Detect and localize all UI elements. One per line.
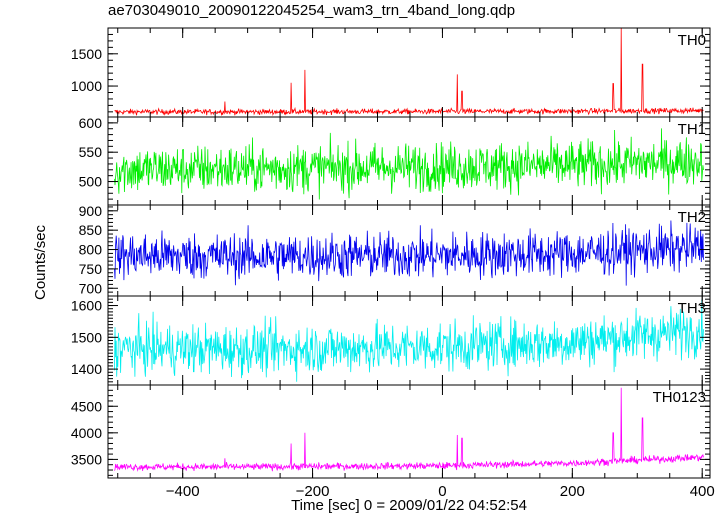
series-line-th0	[114, 28, 704, 117]
y-tick-label: 4000	[71, 425, 102, 441]
y-tick-label: 750	[79, 261, 103, 277]
panel-th0: 1000 1500 TH0	[71, 27, 711, 118]
panel-frame	[107, 27, 711, 118]
panel-th2: 700 750 800 850 900 TH2	[79, 203, 711, 297]
y-tick-label: 1400	[71, 361, 102, 377]
series-line-th2	[114, 220, 704, 286]
y-tick-label: 1500	[71, 46, 102, 62]
y-axis-label: Counts/sec	[32, 224, 49, 300]
panel-th0123: 3500 4000 4500 TH0123 −400 −200 0 200 400	[71, 384, 715, 500]
panel-label: TH3	[678, 300, 706, 317]
y-tick-label: 500	[79, 174, 103, 190]
y-tick-label: 900	[79, 203, 103, 219]
panel-th1: 500 550 600 TH1	[79, 115, 711, 206]
series-line-th0123	[114, 387, 704, 472]
x-axis-label: Time [sec] 0 = 2009/01/22 04:52:54	[291, 497, 527, 514]
y-tick-label: 1600	[71, 298, 102, 314]
panel-label: TH1	[678, 121, 706, 138]
y-tick-label: 1000	[71, 78, 102, 94]
y-tick-label: 3500	[71, 451, 102, 467]
y-tick-label: 850	[79, 222, 103, 238]
y-tick-label: 1500	[71, 329, 102, 345]
panel-label: TH2	[678, 209, 706, 226]
x-tick-label: 200	[560, 483, 585, 500]
x-tick-label: 400	[690, 483, 715, 500]
y-tick-label: 4500	[71, 398, 102, 414]
chart-title: ae703049010_20090122045254_wam3_trn_4ban…	[108, 2, 516, 19]
series-line-th3	[114, 299, 704, 382]
y-tick-label: 800	[79, 242, 103, 258]
panel-label: TH0123	[653, 389, 706, 406]
series-line-th1	[114, 128, 704, 200]
panel-frame	[107, 384, 711, 479]
panel-label: TH0	[678, 32, 706, 49]
y-tick-label: 700	[79, 280, 103, 296]
y-tick-label: 600	[79, 115, 103, 131]
y-tick-label: 550	[79, 144, 103, 160]
panel-th3: 1400 1500 1600 TH3	[71, 295, 711, 386]
x-tick-label: 0	[438, 483, 446, 500]
x-tick-label: −400	[166, 483, 200, 500]
x-tick-label: −200	[296, 483, 330, 500]
